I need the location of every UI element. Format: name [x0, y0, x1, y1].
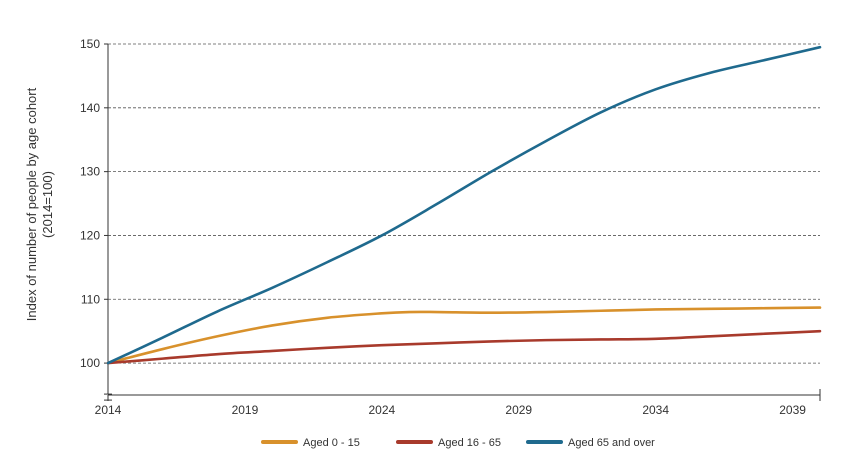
x-tick-label-2034: 2034	[642, 403, 669, 417]
legend-label-2: Aged 16 - 65	[438, 437, 501, 449]
y-tick-label-110: 110	[81, 292, 100, 306]
legend-label-3: Aged 65 and over	[568, 437, 655, 449]
y-tick-label-140: 140	[80, 101, 100, 115]
x-tick-label-2024: 2024	[368, 403, 395, 417]
y-tick-label-120: 120	[80, 228, 100, 242]
y-axis-title: Index of number of people by age cohort(…	[24, 87, 55, 321]
x-tick-label-2039: 2039	[779, 403, 806, 417]
x-tick-label-2019: 2019	[232, 403, 259, 417]
series-line-2	[106, 329, 822, 365]
y-axis-title-line-1: Index of number of people by age cohort	[24, 87, 39, 321]
y-tick-label-130: 130	[80, 165, 100, 179]
x-tick-label-2014: 2014	[95, 403, 122, 417]
x-tick-label-2029: 2029	[505, 403, 532, 417]
series-line-1	[106, 306, 822, 365]
y-tick-label-150: 150	[80, 37, 100, 51]
axes	[104, 43, 821, 401]
series-line-3	[106, 45, 822, 365]
legend-label-1: Aged 0 - 15	[303, 437, 360, 449]
grid-lines	[108, 43, 820, 364]
y-axis-title-line-2: (2014=100)	[40, 171, 55, 238]
legend: Aged 0 - 15 Aged 16 - 65 Aged 65 and over	[261, 437, 655, 449]
series-lines	[106, 45, 822, 365]
y-tick-label-100: 100	[80, 356, 100, 370]
tick-labels: 100 110 120 130 140 150 2014 2019 2024 2029 2034 20…	[80, 37, 806, 417]
